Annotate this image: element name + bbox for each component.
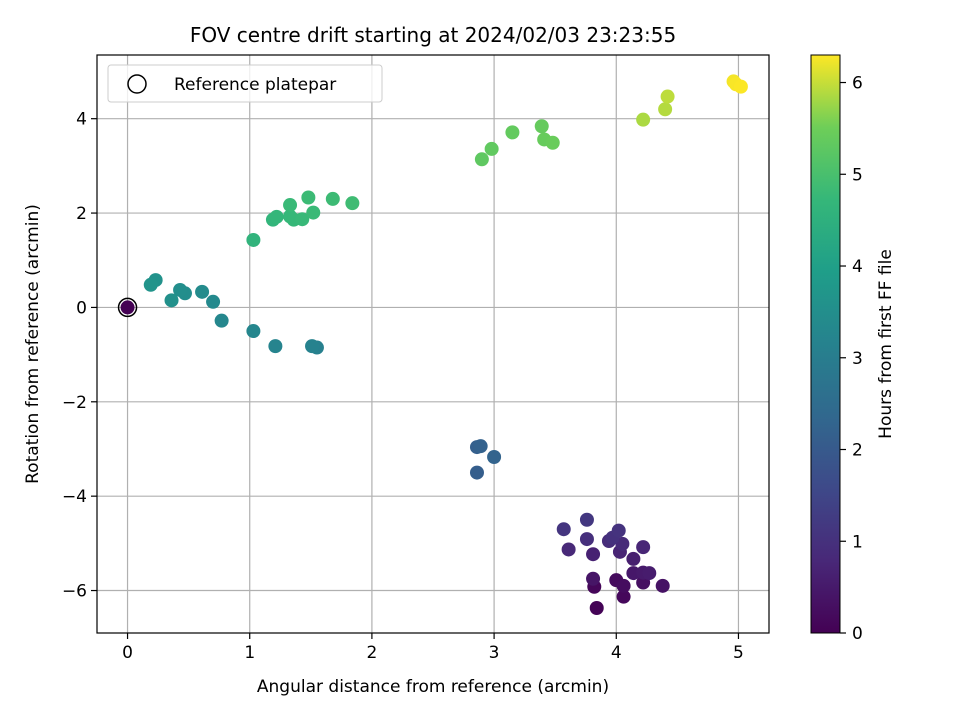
data-point	[214, 313, 229, 328]
data-point	[586, 547, 601, 562]
data-point	[642, 566, 657, 581]
colorbar-label: Hours from first FF file	[876, 249, 896, 439]
colorbar-tick-label: 4	[852, 257, 863, 277]
legend: Reference platepar	[107, 64, 383, 103]
data-point	[616, 589, 631, 604]
data-point	[164, 293, 179, 308]
y-tick-label: 2	[76, 204, 87, 224]
x-tick-label: 1	[244, 643, 255, 663]
data-point	[206, 294, 221, 309]
data-point	[561, 542, 576, 557]
data-point	[616, 578, 631, 593]
data-point	[325, 191, 340, 206]
legend-reference-marker	[127, 74, 147, 94]
legend-entry-reference-platepar: Reference platepar	[174, 75, 336, 95]
y-tick-label: −6	[62, 582, 87, 602]
data-point	[246, 232, 261, 247]
data-point	[268, 339, 283, 354]
x-axis-ticks: 0 1 2 3 4 5	[122, 633, 744, 663]
data-point	[556, 522, 571, 537]
reference-platepar-marker	[117, 297, 138, 318]
colorbar-tick-label: 5	[852, 165, 863, 185]
x-tick-label: 3	[489, 643, 500, 663]
data-point	[474, 152, 489, 167]
data-point	[487, 450, 502, 465]
colorbar-gradient	[810, 54, 841, 634]
chart-title: FOV centre drift starting at 2024/02/03 …	[190, 23, 676, 47]
data-point	[345, 196, 360, 211]
data-point	[269, 209, 284, 224]
data-point	[626, 551, 641, 566]
x-tick-label: 0	[122, 643, 133, 663]
x-tick-label: 2	[366, 643, 377, 663]
data-point	[173, 282, 188, 297]
y-axis-ticks: −6 −4 −2 0 2 4	[62, 110, 97, 602]
grid-lines	[97, 55, 769, 633]
data-points	[120, 74, 748, 615]
data-point	[636, 540, 651, 555]
data-point	[301, 190, 316, 205]
colorbar: 0 1 2 3 4 5 6 Hours from first FF file	[810, 54, 896, 644]
y-tick-label: 0	[76, 298, 87, 318]
data-point	[586, 571, 601, 586]
data-point	[305, 339, 320, 354]
data-point	[660, 89, 675, 104]
data-point	[611, 523, 626, 538]
colorbar-tick-label: 0	[852, 624, 863, 644]
y-tick-label: −2	[62, 393, 87, 413]
data-point	[143, 277, 158, 292]
data-point	[505, 125, 520, 140]
data-point	[484, 141, 499, 156]
data-point	[579, 532, 594, 547]
data-point	[306, 205, 321, 220]
data-point	[655, 578, 670, 593]
data-point	[120, 300, 135, 315]
plot-frame	[96, 54, 770, 634]
data-point	[469, 465, 484, 480]
x-tick-label: 5	[733, 643, 744, 663]
data-point	[545, 135, 560, 150]
y-axis-label: Rotation from reference (arcmin)	[23, 204, 43, 484]
legend-box	[107, 64, 383, 103]
data-point	[579, 512, 594, 527]
data-point	[589, 600, 604, 615]
colorbar-ticks: 0 1 2 3 4 5 6	[840, 74, 863, 644]
data-point	[283, 198, 298, 213]
x-axis-label: Angular distance from reference (arcmin)	[257, 677, 609, 697]
y-tick-label: −4	[62, 487, 87, 507]
data-point	[195, 284, 210, 299]
data-point	[636, 112, 651, 127]
colorbar-tick-label: 6	[852, 74, 863, 94]
data-point	[534, 119, 549, 134]
y-tick-label: 4	[76, 110, 87, 130]
data-point	[295, 212, 310, 227]
data-point	[473, 439, 488, 454]
colorbar-tick-label: 2	[852, 441, 863, 461]
x-tick-label: 4	[611, 643, 622, 663]
data-point	[658, 102, 673, 117]
colorbar-tick-label: 3	[852, 349, 863, 369]
data-point	[733, 79, 748, 94]
colorbar-tick-label: 1	[852, 532, 863, 552]
data-point	[246, 324, 261, 339]
